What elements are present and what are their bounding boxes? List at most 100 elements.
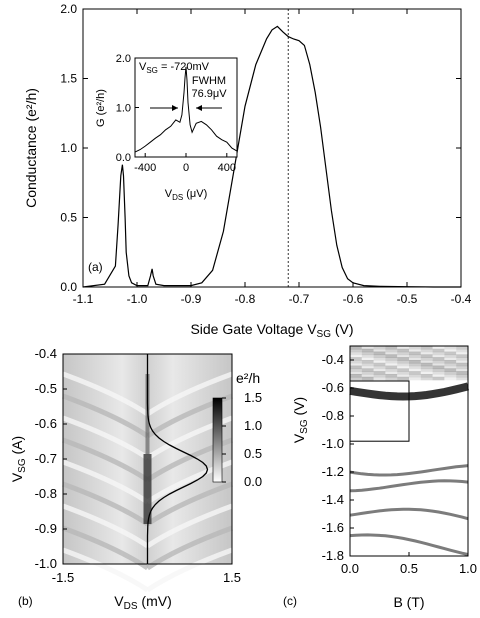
heatmap-cell	[397, 368, 409, 372]
heatmap-cell	[432, 365, 445, 370]
heatmap-cell	[420, 374, 433, 378]
heatmap-cell	[385, 360, 398, 364]
colorbar-tick-label: 0.5	[244, 446, 262, 461]
panel-a-xtick-label: -0.5	[397, 292, 418, 306]
panel-a-xtick-label: -0.9	[181, 292, 202, 306]
heatmap-streak	[146, 481, 233, 527]
heatmap-cell	[373, 374, 386, 378]
panel-a: -1.1 -1.0 -0.9 -0.8 -0.7 -0.6 -0.5 -0.4 0.0 0.5 1…	[23, 2, 472, 340]
heatmap-cell	[420, 368, 433, 372]
heatmap-cell	[350, 351, 362, 356]
heatmap-cell	[373, 357, 386, 361]
heatmap-cell	[373, 354, 386, 358]
heatmap-cell	[409, 376, 421, 381]
panel-c-ytick-label: -0.4	[322, 352, 344, 367]
heatmap-cell	[444, 368, 457, 372]
heatmap-cell	[456, 360, 468, 364]
heatmap-cell	[350, 362, 362, 367]
heatmap-cell	[409, 365, 421, 370]
heatmap-cell	[397, 374, 409, 378]
heatmap-cell	[361, 360, 374, 364]
heatmap-cell	[456, 362, 468, 367]
colorbar-tick-label: 1.0	[244, 418, 262, 433]
heatmap-cell	[350, 354, 362, 358]
heatmap-cell	[409, 348, 421, 353]
inset-xlabel: VDS (μV)	[165, 188, 208, 202]
panel-c-xtick-label: 0.0	[341, 561, 359, 576]
panel-b-ytick-label: -1.0	[35, 556, 57, 571]
heatmap-cell	[373, 348, 386, 353]
heatmap-cell	[385, 354, 398, 358]
heatmap-cell	[444, 376, 457, 381]
heatmap-cell	[456, 348, 468, 353]
panel-a-label: (a)	[88, 260, 103, 274]
heatmap-cell	[456, 374, 468, 378]
heatmap-cell	[444, 362, 457, 367]
heatmap-cell	[397, 354, 409, 358]
heatmap-cell	[409, 374, 421, 378]
heatmap-cell	[397, 360, 409, 364]
heatmap-cell	[350, 368, 362, 372]
heatmap-resonance-line	[349, 464, 469, 477]
heatmap-cell	[350, 374, 362, 378]
heatmap-cell	[420, 346, 433, 350]
heatmap-cell	[409, 351, 421, 356]
heatmap-cell	[409, 357, 421, 361]
heatmap-streak	[62, 371, 149, 417]
heatmap-cell	[350, 365, 362, 370]
heatmap-cell	[444, 365, 457, 370]
heatmap-cell	[444, 351, 457, 356]
heatmap-zero-bias-peak	[143, 454, 152, 524]
heatmap-cell	[444, 354, 457, 358]
heatmap-cell	[397, 376, 409, 381]
panel-a-xtick-label: -1.1	[73, 292, 94, 306]
heatmap-cell	[397, 365, 409, 370]
panel-c: 0.0 0.5 1.0 -0.4 -0.6 -0.8 -1.0 -1.2 -1.4 -1.6 -1…	[283, 345, 477, 610]
fwhm-arrowhead-right	[196, 105, 202, 111]
heatmap-cell	[456, 365, 468, 370]
heatmap-cell	[456, 357, 468, 361]
heatmap-cell	[409, 368, 421, 372]
heatmap-resonance-line	[349, 533, 469, 556]
colorbar-unit: e²/h	[236, 370, 260, 386]
heatmap-cell	[397, 362, 409, 367]
heatmap-streak	[146, 547, 233, 593]
heatmap-cell	[444, 348, 457, 353]
heatmap-cell	[397, 357, 409, 361]
panel-b-profile-line	[146, 354, 209, 564]
panel-b-colorbar: 1.5 1.0 0.5 0.0 e²/h	[212, 370, 262, 489]
panel-c-ytick-label: -1.8	[322, 548, 344, 563]
heatmap-cell	[420, 357, 433, 361]
heatmap-cell	[385, 351, 398, 356]
panel-b-xtick-label: -1.5	[52, 570, 74, 585]
inset-annotation-line2: 76.9μV	[191, 88, 227, 100]
heatmap-cell	[456, 371, 468, 375]
panel-b-ytick-label: -0.4	[35, 346, 57, 361]
panel-a-xtick-label: -0.6	[343, 292, 364, 306]
panel-c-heatmap-features	[349, 346, 469, 556]
heatmap-cell	[420, 362, 433, 367]
heatmap-cell	[361, 374, 374, 378]
colorbar-tick-label: 1.5	[244, 390, 262, 405]
heatmap-cell	[373, 360, 386, 364]
panel-b-ylabel: VSG (A)	[9, 436, 28, 482]
heatmap-resonance-line	[349, 507, 469, 521]
panel-a-xtick-label: -0.8	[235, 292, 256, 306]
panel-b-ytick-label: -0.8	[35, 486, 57, 501]
heatmap-cell	[385, 368, 398, 372]
heatmap-cell	[350, 348, 362, 353]
heatmap-cell	[397, 371, 409, 375]
heatmap-streak	[62, 393, 149, 439]
heatmap-cell	[361, 365, 374, 370]
heatmap-cell	[385, 371, 398, 375]
heatmap-cell	[432, 346, 445, 350]
heatmap-cell	[397, 346, 409, 350]
panel-b-xlabel: VDS (mV)	[114, 593, 171, 612]
panel-c-ytick-label: -0.6	[322, 380, 344, 395]
heatmap-cell	[350, 346, 362, 350]
heatmap-streak	[62, 415, 149, 461]
panel-c-ytick-label: -0.8	[322, 408, 344, 423]
heatmap-cell	[444, 371, 457, 375]
heatmap-cell	[350, 371, 362, 375]
